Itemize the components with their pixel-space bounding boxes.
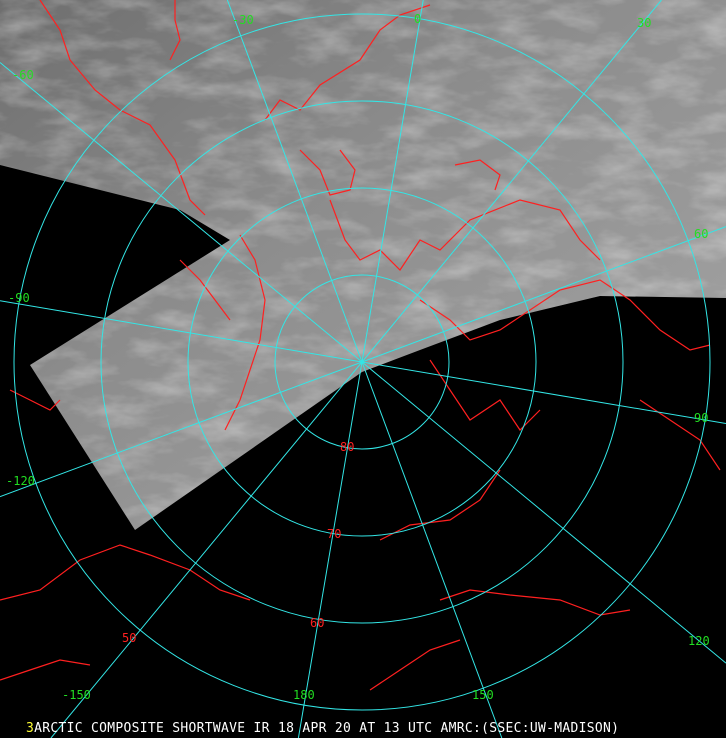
coastline-path — [39, 0, 206, 216]
image-caption: 3ARCTIC COMPOSITE SHORTWAVE IR 18 APR 20… — [26, 721, 619, 736]
coastline-path — [224, 234, 266, 431]
longitude-label: 60 — [694, 227, 708, 241]
longitude-label: -30 — [232, 13, 254, 27]
frame-number: 3 — [26, 721, 35, 736]
imagery-swath — [0, 0, 726, 530]
coastline-path — [9, 389, 61, 411]
coastline-path — [639, 399, 721, 471]
meridian-line — [226, 0, 363, 363]
longitude-label: 150 — [472, 688, 494, 702]
meridian-line — [297, 361, 363, 738]
longitude-label: 90 — [694, 411, 708, 425]
latitude-label: 80 — [340, 440, 354, 454]
meridian-line — [0, 361, 363, 498]
meridian-line — [361, 361, 726, 425]
meridian-line — [361, 361, 726, 664]
longitude-label: 0 — [414, 12, 421, 26]
meridian-line — [361, 0, 662, 363]
coastline-path — [454, 159, 501, 191]
latitude-circle-70 — [187, 187, 537, 537]
meridian-line — [50, 361, 363, 738]
latitude-circle-50 — [13, 13, 711, 711]
coastline-path — [379, 469, 501, 541]
coastline-path — [169, 0, 181, 61]
longitude-label: 30 — [637, 16, 651, 30]
meridian-line — [361, 361, 503, 738]
coastline-path — [264, 4, 431, 121]
coastline-path — [439, 589, 631, 616]
coastline-path — [369, 639, 461, 691]
caption-text: ARCTIC COMPOSITE SHORTWAVE IR 18 APR 20 … — [34, 721, 620, 736]
longitude-label: -120 — [6, 474, 35, 488]
latitude-circle-60 — [100, 100, 624, 624]
longitude-label: -60 — [12, 68, 34, 82]
longitude-label: -150 — [62, 688, 91, 702]
longitude-label: -90 — [8, 291, 30, 305]
meridian-line — [0, 300, 363, 363]
latitude-label: 70 — [327, 527, 341, 541]
coastline-path — [419, 279, 711, 351]
coastline-path — [329, 199, 601, 271]
latitude-label: 60 — [310, 616, 324, 630]
coastline-path — [0, 544, 251, 601]
longitude-label: 120 — [688, 634, 710, 648]
coastline-path — [429, 359, 541, 431]
longitude-label: 180 — [293, 688, 315, 702]
meridian-line — [0, 62, 363, 363]
latitude-circle-80 — [274, 274, 450, 450]
coastline-path — [299, 149, 356, 196]
graticule-labels: 0 30 60 90 120 150 180 -150 -120 -90 -60 -30 80 70 60 5… — [6, 12, 710, 702]
latitude-label: 50 — [122, 631, 136, 645]
meridian-line — [361, 226, 726, 363]
meridian-line — [361, 0, 424, 363]
coastline-path — [0, 659, 91, 681]
coastline-path — [179, 259, 231, 321]
